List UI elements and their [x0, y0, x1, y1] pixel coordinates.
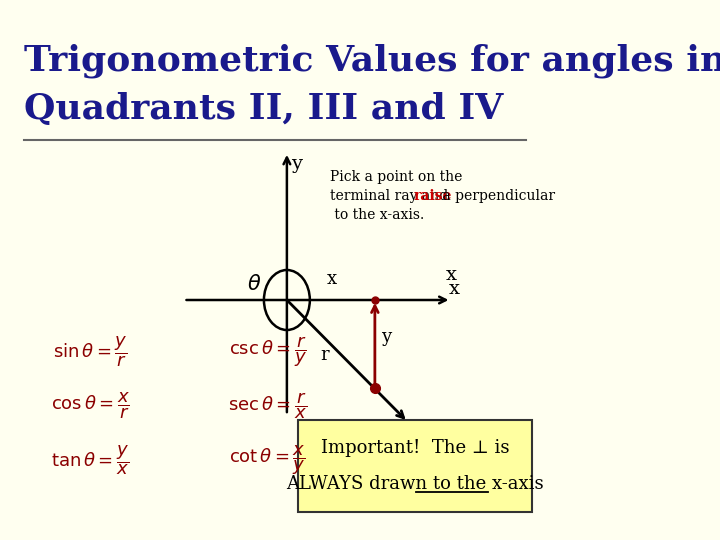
- Text: a perpendicular: a perpendicular: [438, 189, 556, 203]
- Text: x: x: [327, 270, 337, 288]
- Text: ALWAYS drawn to the x-axis: ALWAYS drawn to the x-axis: [287, 475, 544, 493]
- Text: $\sec\theta = \dfrac{r}{x}$: $\sec\theta = \dfrac{r}{x}$: [228, 390, 307, 421]
- Text: Trigonometric Values for angles in: Trigonometric Values for angles in: [24, 44, 720, 78]
- Text: $\cot\theta = \dfrac{x}{y}$: $\cot\theta = \dfrac{x}{y}$: [230, 443, 306, 477]
- Text: y: y: [292, 155, 302, 173]
- Text: y: y: [381, 328, 391, 346]
- Text: $\sin\theta = \dfrac{y}{r}$: $\sin\theta = \dfrac{y}{r}$: [53, 335, 127, 369]
- Text: r: r: [320, 346, 329, 364]
- Text: $\cos\theta = \dfrac{x}{r}$: $\cos\theta = \dfrac{x}{r}$: [50, 390, 130, 421]
- Text: Pick a point on the: Pick a point on the: [330, 170, 463, 184]
- Text: terminal ray and: terminal ray and: [330, 189, 453, 203]
- FancyBboxPatch shape: [298, 420, 533, 512]
- Text: Important!  The ⊥ is: Important! The ⊥ is: [321, 439, 510, 457]
- Text: to the x-axis.: to the x-axis.: [330, 208, 425, 222]
- Text: $\csc\theta = \dfrac{r}{y}$: $\csc\theta = \dfrac{r}{y}$: [229, 335, 307, 369]
- Text: Quadrants II, III and IV: Quadrants II, III and IV: [24, 92, 504, 126]
- Text: $\theta$: $\theta$: [247, 274, 261, 294]
- Text: raise: raise: [413, 189, 451, 203]
- Text: $\tan\theta = \dfrac{y}{x}$: $\tan\theta = \dfrac{y}{x}$: [51, 443, 130, 477]
- Text: x: x: [446, 266, 457, 284]
- Text: x: x: [449, 280, 459, 298]
